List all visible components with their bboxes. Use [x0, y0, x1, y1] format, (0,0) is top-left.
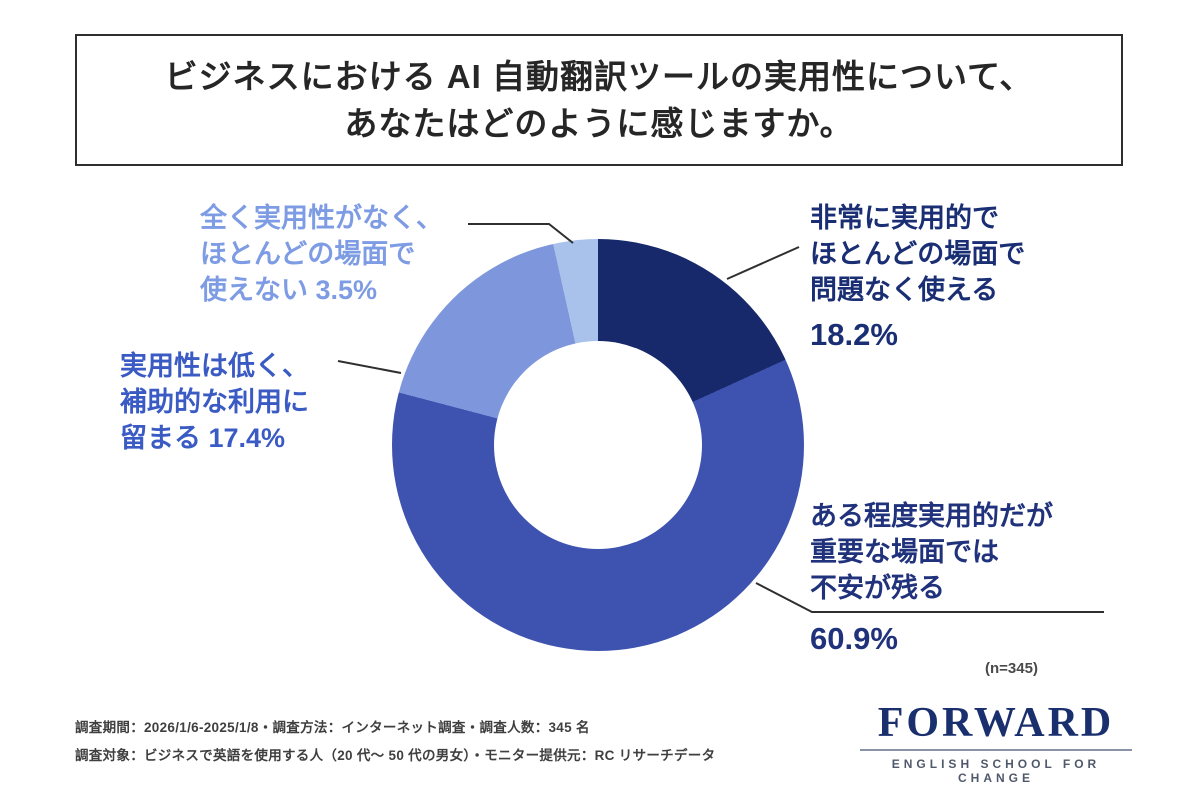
label-not-useful: 全く実用性がなく、 ほとんどの場面で 使えない 3.5%	[200, 200, 443, 308]
label-not-useful-line1: 全く実用性がなく、	[200, 203, 443, 233]
label-mostly-useful-percent: 60.9%	[810, 621, 898, 656]
label-very-useful: 非常に実用的で ほとんどの場面で 問題なく使える 18.2%	[810, 200, 1025, 352]
title-line2: あなたはどのように感じますか。	[344, 105, 854, 142]
donut-hole	[494, 341, 702, 549]
footnote-line2: 調査対象：ビジネスで英語を使用する人（20 代〜 50 代の男女）・モニター提供…	[75, 748, 716, 763]
donut-chart	[392, 239, 804, 651]
leader-line-low-useful	[337, 360, 402, 374]
label-very-useful-line2: ほとんどの場面で	[810, 239, 1026, 269]
title-box: ビジネスにおける AI 自動翻訳ツールの実用性について、 あなたはどのように感じ…	[75, 34, 1123, 166]
label-low-useful-line3: 留まる 17.4%	[120, 423, 286, 453]
leader-line-not-useful	[468, 223, 574, 244]
label-not-useful-line3: 使えない 3.5%	[200, 275, 378, 305]
label-mostly-useful-line1: ある程度実用的だが	[810, 501, 1053, 531]
label-mostly-useful-line3: 不安が残る	[810, 573, 945, 603]
label-low-useful-line1: 実用性は低く、	[120, 351, 309, 381]
label-low-useful: 実用性は低く、 補助的な利用に 留まる 17.4%	[120, 348, 309, 456]
sample-size-note: (n=345)	[985, 660, 1038, 677]
label-mostly-useful-line2: 重要な場面では	[810, 537, 999, 567]
label-low-useful-line2: 補助的な利用に	[120, 387, 309, 417]
label-very-useful-line1: 非常に実用的で	[810, 203, 999, 233]
footnote-line1: 調査期間：2026/1/6-2025/1/8・調査方法：インターネット調査・調査…	[75, 720, 590, 735]
label-very-useful-line3: 問題なく使える	[810, 275, 999, 305]
forward-logo: FORWARD ENGLISH SCHOOL FOR CHANGE	[860, 700, 1132, 785]
leader-line-very-useful	[726, 246, 800, 280]
label-very-useful-percent: 18.2%	[810, 317, 898, 352]
title-line1: ビジネスにおける AI 自動翻訳ツールの実用性について、	[164, 58, 1034, 95]
survey-footnote: 調査期間：2026/1/6-2025/1/8・調査方法：インターネット調査・調査…	[75, 714, 715, 770]
label-not-useful-line2: ほとんどの場面で	[200, 239, 416, 269]
label-mostly-useful: ある程度実用的だが 重要な場面では 不安が残る 60.9%	[810, 498, 1053, 656]
logo-wordmark: FORWARD	[877, 700, 1115, 746]
logo-tagline: ENGLISH SCHOOL FOR CHANGE	[860, 749, 1132, 785]
